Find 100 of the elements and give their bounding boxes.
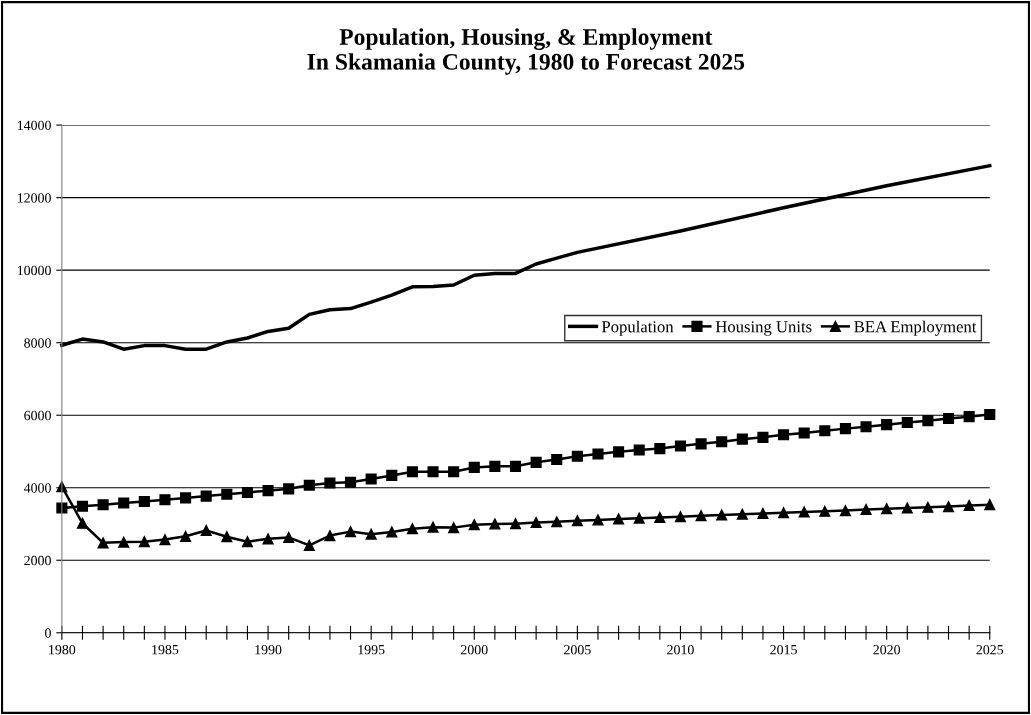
point [839, 505, 851, 517]
point [489, 518, 501, 530]
x-tick-label: 1980 [49, 644, 76, 655]
point [716, 436, 728, 448]
point [984, 408, 996, 421]
point [180, 492, 192, 504]
point [963, 499, 975, 512]
point [427, 521, 439, 533]
point [262, 533, 274, 545]
point [448, 522, 460, 534]
point [138, 495, 150, 508]
point [159, 494, 171, 506]
point [468, 461, 480, 473]
point [942, 412, 955, 425]
point [551, 453, 563, 466]
point [180, 530, 192, 542]
point [406, 523, 418, 535]
point [324, 477, 336, 489]
point [778, 429, 790, 441]
y-tick-label: 8000 [24, 338, 51, 348]
point [716, 509, 728, 521]
x-tick-label: 2025 [976, 644, 1004, 655]
point [736, 433, 748, 445]
point [901, 416, 913, 429]
point [674, 440, 687, 452]
point [819, 425, 831, 437]
point [386, 526, 398, 538]
point [303, 479, 315, 491]
point [200, 524, 212, 537]
point [757, 507, 769, 520]
point [963, 411, 975, 423]
point [654, 443, 666, 455]
point [283, 531, 295, 543]
point [509, 460, 522, 472]
point [76, 500, 89, 512]
point [365, 473, 377, 485]
legend-label: Population [601, 320, 674, 336]
point [984, 499, 996, 511]
point [757, 431, 769, 443]
x-tick-label: 1985 [152, 644, 179, 655]
point [221, 531, 233, 543]
x-tick-label: 2005 [564, 644, 591, 655]
point [241, 536, 253, 548]
point [283, 483, 295, 495]
point [344, 476, 357, 488]
x-tick-label: 2015 [770, 644, 797, 655]
point [881, 503, 893, 515]
point [138, 536, 150, 548]
x-tick-label: 1990 [255, 644, 282, 655]
point [695, 438, 707, 450]
point [386, 469, 398, 481]
y-tick-label: 14000 [17, 120, 51, 131]
x-tick-label: 1995 [358, 645, 385, 655]
point [530, 456, 542, 468]
point [241, 486, 253, 499]
point [76, 517, 89, 529]
point [839, 423, 851, 435]
point [695, 510, 707, 522]
point [365, 528, 377, 540]
x-tick-label: 2000 [460, 644, 488, 655]
point [221, 488, 233, 500]
point [922, 415, 934, 427]
point [324, 530, 336, 542]
y-tick-label: 12000 [17, 193, 51, 203]
point [654, 511, 666, 524]
point [798, 427, 810, 439]
point [406, 466, 418, 478]
point [633, 444, 645, 456]
point [674, 511, 687, 523]
point [736, 508, 748, 520]
point [633, 512, 645, 524]
point [942, 501, 955, 513]
point [448, 466, 460, 478]
point [509, 518, 522, 530]
point [551, 516, 563, 528]
point [118, 536, 130, 548]
point [819, 505, 831, 517]
y-tick-label: 4000 [23, 483, 51, 493]
point [427, 466, 439, 478]
legend-label: Housing Units [715, 321, 812, 336]
point [613, 513, 625, 525]
legend-label: BEA Employment [854, 320, 977, 336]
point [901, 502, 913, 514]
point [97, 499, 109, 511]
point [613, 446, 625, 458]
point [97, 537, 109, 549]
y-tick-label: 6000 [24, 410, 51, 421]
point [922, 501, 934, 513]
y-tick-label: 10000 [17, 265, 51, 276]
point [571, 515, 583, 527]
point [344, 526, 357, 538]
point [592, 514, 604, 526]
point [489, 460, 501, 472]
point [530, 516, 542, 529]
point [118, 497, 130, 509]
x-tick-label: 2020 [873, 644, 901, 655]
point [860, 503, 872, 516]
x-tick-label: 2010 [667, 644, 694, 655]
chart-title: Population, Housing, & Employment In Skamania County, 1980 to Forecast 2025 [307, 28, 745, 75]
point [860, 421, 872, 433]
